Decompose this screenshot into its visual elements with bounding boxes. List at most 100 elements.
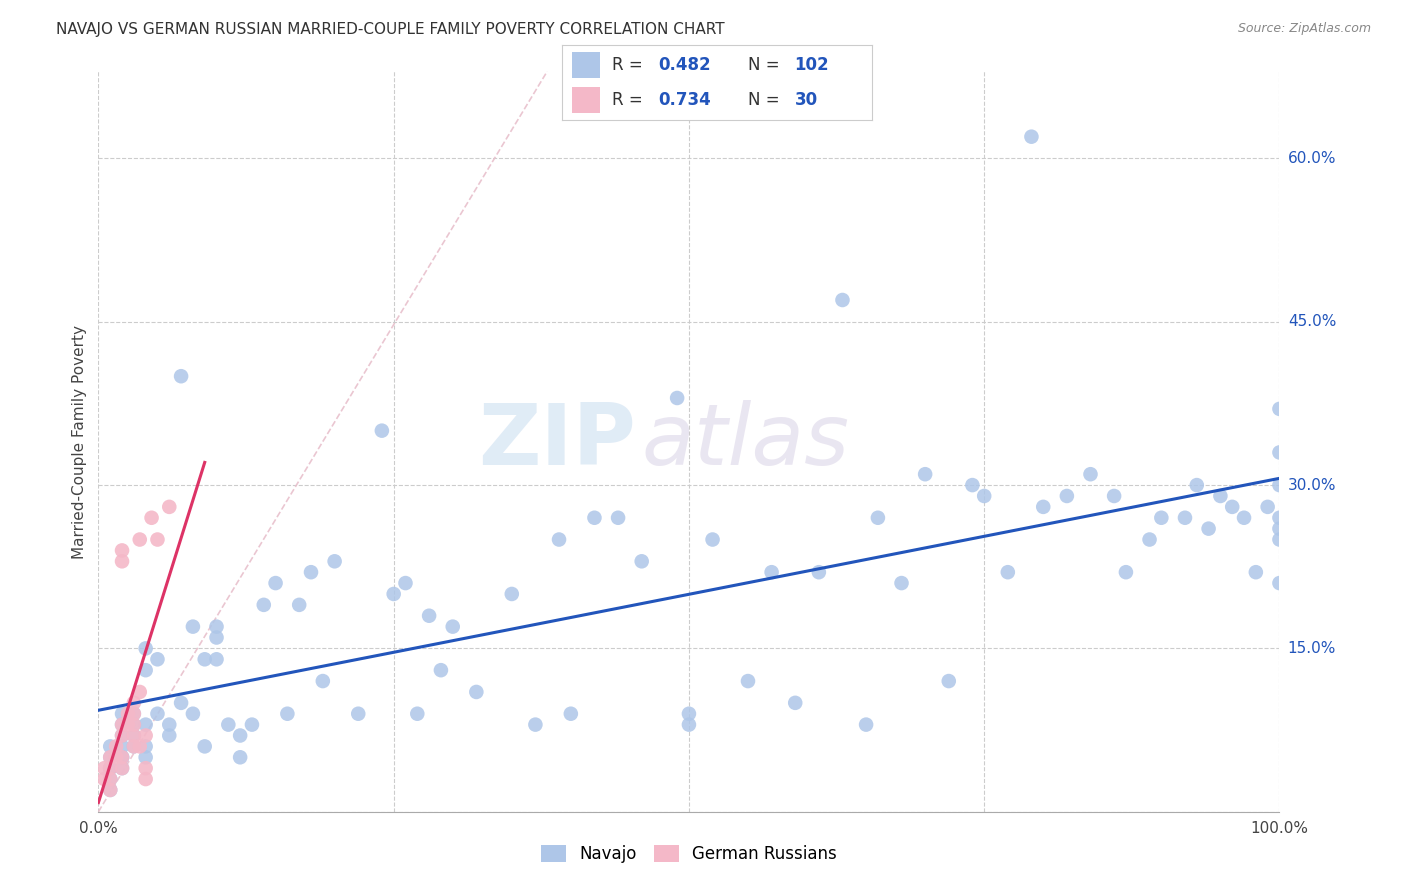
Navajo: [1056, 489, 1078, 503]
German Russians: [111, 761, 134, 775]
Text: 60.0%: 60.0%: [1288, 151, 1336, 166]
Navajo: [761, 565, 783, 579]
Navajo: [1220, 500, 1243, 514]
Navajo: [111, 706, 134, 721]
Navajo: [560, 706, 582, 721]
Navajo: [181, 619, 204, 633]
Navajo: [111, 761, 134, 775]
Navajo: [111, 717, 134, 731]
Navajo: [1268, 478, 1291, 492]
Navajo: [181, 706, 204, 721]
Navajo: [98, 750, 121, 764]
Navajo: [194, 739, 217, 754]
Navajo: [135, 641, 157, 656]
German Russians: [122, 706, 145, 721]
German Russians: [135, 772, 157, 786]
Navajo: [371, 424, 394, 438]
Text: 30.0%: 30.0%: [1288, 477, 1336, 492]
Text: NAVAJO VS GERMAN RUSSIAN MARRIED-COUPLE FAMILY POVERTY CORRELATION CHART: NAVAJO VS GERMAN RUSSIAN MARRIED-COUPLE …: [56, 22, 725, 37]
Text: 15.0%: 15.0%: [1288, 641, 1336, 656]
Navajo: [264, 576, 287, 591]
Navajo: [146, 706, 169, 721]
Navajo: [1268, 522, 1291, 536]
Navajo: [501, 587, 523, 601]
Navajo: [1032, 500, 1054, 514]
Navajo: [465, 685, 488, 699]
German Russians: [98, 772, 121, 786]
Navajo: [1021, 129, 1043, 144]
Navajo: [890, 576, 912, 591]
Navajo: [205, 619, 228, 633]
Navajo: [276, 706, 298, 721]
Navajo: [194, 652, 217, 666]
Navajo: [702, 533, 724, 547]
Navajo: [205, 652, 228, 666]
Navajo: [973, 489, 995, 503]
Navajo: [98, 772, 121, 786]
German Russians: [105, 739, 128, 754]
Navajo: [122, 729, 145, 743]
Navajo: [1268, 510, 1291, 524]
Navajo: [785, 696, 807, 710]
Navajo: [524, 717, 547, 731]
Navajo: [914, 467, 936, 482]
German Russians: [98, 761, 121, 775]
Navajo: [1233, 510, 1256, 524]
German Russians: [122, 717, 145, 731]
German Russians: [111, 717, 134, 731]
Navajo: [737, 674, 759, 689]
Navajo: [98, 761, 121, 775]
Navajo: [1257, 500, 1279, 514]
Navajo: [1102, 489, 1125, 503]
Navajo: [135, 663, 157, 677]
German Russians: [122, 696, 145, 710]
Navajo: [1268, 576, 1291, 591]
German Russians: [98, 783, 121, 797]
Navajo: [548, 533, 571, 547]
Navajo: [583, 510, 606, 524]
German Russians: [128, 685, 150, 699]
Text: R =: R =: [612, 56, 648, 74]
Navajo: [938, 674, 960, 689]
German Russians: [93, 761, 115, 775]
German Russians: [111, 750, 134, 764]
Navajo: [229, 750, 252, 764]
German Russians: [111, 543, 134, 558]
Navajo: [229, 729, 252, 743]
Navajo: [240, 717, 263, 731]
Navajo: [111, 739, 134, 754]
Navajo: [170, 696, 193, 710]
German Russians: [135, 761, 157, 775]
Text: R =: R =: [612, 91, 648, 109]
Navajo: [1139, 533, 1161, 547]
Navajo: [1244, 565, 1267, 579]
Navajo: [1198, 522, 1220, 536]
German Russians: [146, 533, 169, 547]
Navajo: [430, 663, 453, 677]
Navajo: [1174, 510, 1197, 524]
Navajo: [997, 565, 1019, 579]
Navajo: [111, 750, 134, 764]
Navajo: [866, 510, 889, 524]
Navajo: [1268, 533, 1291, 547]
German Russians: [122, 729, 145, 743]
Text: Source: ZipAtlas.com: Source: ZipAtlas.com: [1237, 22, 1371, 36]
Navajo: [1150, 510, 1173, 524]
Navajo: [1115, 565, 1137, 579]
Navajo: [170, 369, 193, 384]
Navajo: [217, 717, 239, 731]
Text: N =: N =: [748, 91, 785, 109]
Text: 45.0%: 45.0%: [1288, 314, 1336, 329]
German Russians: [111, 729, 134, 743]
Navajo: [157, 717, 180, 731]
Navajo: [607, 510, 630, 524]
German Russians: [105, 750, 128, 764]
Navajo: [441, 619, 464, 633]
German Russians: [128, 739, 150, 754]
Navajo: [678, 706, 700, 721]
Navajo: [382, 587, 405, 601]
Navajo: [666, 391, 689, 405]
Navajo: [323, 554, 346, 568]
German Russians: [135, 729, 157, 743]
Navajo: [678, 717, 700, 731]
